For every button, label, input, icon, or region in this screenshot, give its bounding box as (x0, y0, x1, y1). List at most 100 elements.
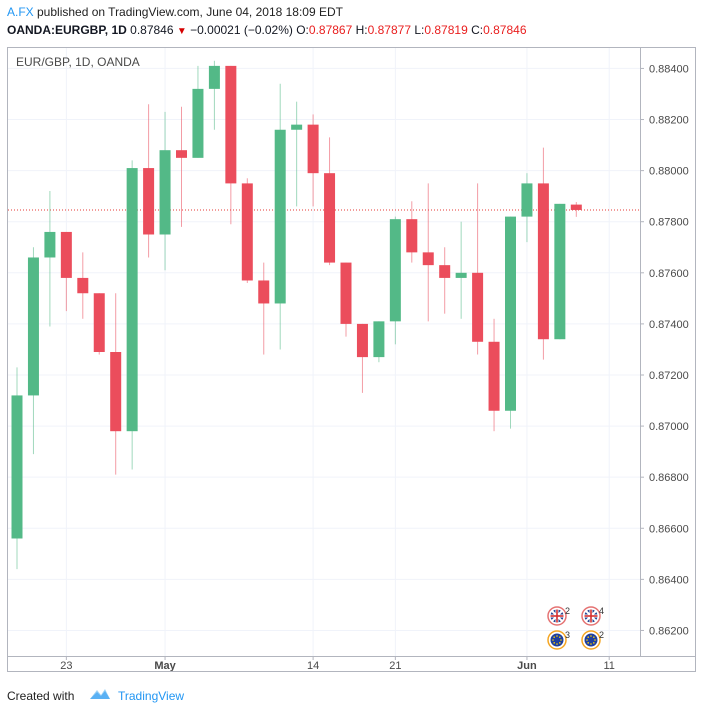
price-tick-label: 0.87600 (649, 268, 689, 280)
time-tick-label: 21 (389, 660, 401, 671)
down-arrow-icon: ▼ (176, 26, 187, 37)
candle-up (554, 203, 566, 340)
created-with-text: Created with (7, 689, 75, 703)
candle-body (439, 265, 451, 278)
candle-body (225, 65, 237, 184)
candles (11, 60, 582, 570)
author-link[interactable]: A.FX (7, 5, 34, 19)
price-tick-label: 0.88000 (649, 166, 689, 178)
candle-body (77, 277, 89, 294)
candle-down (258, 262, 270, 355)
candle-body (324, 173, 336, 263)
candle-body (110, 352, 122, 432)
event-count-label: 3 (565, 630, 570, 640)
close-label: C: (471, 23, 484, 37)
uk-flag-event-icon[interactable]: 4 (581, 606, 604, 626)
candle-down (439, 247, 451, 314)
published-text: published on TradingView.com, June 04, 2… (33, 5, 343, 19)
candle-down (472, 183, 484, 355)
price-tick-label: 0.87800 (649, 217, 689, 229)
candle-up (11, 367, 23, 570)
candle-up (274, 83, 286, 350)
event-badges[interactable]: 2 4 3 2 (547, 606, 604, 650)
candle-up (192, 65, 204, 158)
price-tick-label: 0.87200 (649, 370, 689, 382)
time-axis[interactable]: 23 May 14 21 Jun 11 (60, 656, 615, 671)
candle-body (60, 231, 72, 278)
price-axis[interactable]: 0.86200 0.86400 0.86600 0.86800 0.87000 0.872… (640, 63, 689, 637)
price-tick-label: 0.87400 (649, 319, 689, 331)
candle-body (422, 252, 434, 266)
candle-body (307, 124, 319, 174)
time-tick-label: May (154, 660, 176, 671)
event-count-label: 2 (565, 606, 570, 616)
candle-body (159, 150, 171, 235)
price-tick-label: 0.86200 (649, 625, 689, 637)
candle-body (389, 219, 401, 322)
candle-down (356, 323, 368, 393)
candle-up (455, 221, 467, 319)
candle-down (93, 293, 105, 355)
price-tick-label: 0.86800 (649, 472, 689, 484)
candle-down (143, 104, 155, 258)
ohlc-line: OANDA:EURGBP, 1D 0.87846 ▼ −0.00021 (−0.… (7, 23, 527, 37)
candle-body (356, 323, 368, 358)
tradingview-brand-link[interactable]: TradingView (118, 689, 185, 703)
chart-title: EUR/GBP, 1D, OANDA (16, 55, 140, 69)
candle-up (27, 247, 39, 455)
candle-down (340, 262, 352, 337)
time-tick-label: 23 (60, 660, 72, 671)
candle-body (208, 65, 220, 89)
price-tick-label: 0.88400 (649, 63, 689, 75)
time-axis-border (8, 656, 695, 657)
candle-down (570, 202, 582, 217)
candle-body (554, 203, 566, 340)
candle-down (225, 65, 237, 225)
price-change: −0.00021 (−0.02%) (190, 23, 293, 37)
candle-body (521, 183, 533, 217)
candle-up (505, 216, 516, 429)
candle-body (570, 204, 582, 210)
time-tick-label: 11 (603, 660, 614, 671)
eu-flag-event-icon[interactable]: 3 (547, 630, 570, 650)
time-tick-label: Jun (517, 660, 537, 671)
candle-body (291, 124, 303, 130)
price-tick-label: 0.86400 (649, 574, 689, 586)
tradingview-logo-icon[interactable] (88, 685, 112, 703)
candle-body (44, 231, 56, 258)
uk-flag-event-icon[interactable]: 2 (547, 606, 570, 626)
candle-up (291, 101, 303, 207)
high-value: 0.87877 (367, 23, 412, 37)
candle-body (505, 216, 516, 411)
close-value: 0.87846 (483, 23, 527, 37)
candle-down (307, 114, 319, 207)
candle-body (192, 88, 204, 158)
candle-body (455, 272, 467, 278)
price-tick-label: 0.87000 (649, 421, 689, 433)
candle-down (488, 318, 500, 432)
high-label: H: (355, 23, 368, 37)
footer: Created with TradingView (0, 680, 703, 713)
candle-body (258, 280, 270, 304)
candlestick-chart[interactable]: 0.86200 0.86400 0.86600 0.86800 0.87000 0.872… (8, 48, 695, 671)
candle-down (110, 293, 122, 475)
last-price: 0.87846 (130, 23, 174, 37)
eu-flag-event-icon[interactable]: 2 (581, 630, 604, 650)
candle-body (143, 168, 155, 235)
candle-down (60, 231, 72, 312)
candle-body (27, 257, 39, 396)
candle-down (176, 106, 187, 227)
chart-area[interactable]: 0.86200 0.86400 0.86600 0.86800 0.87000 0.872… (7, 47, 696, 672)
candle-up (126, 160, 138, 470)
publish-line: A.FX published on TradingView.com, June … (7, 5, 343, 19)
candle-up (389, 216, 401, 345)
event-count-label: 2 (599, 630, 604, 640)
candle-body (93, 293, 105, 352)
price-axis-border (640, 48, 641, 656)
candle-down (537, 147, 549, 360)
candle-up (521, 173, 533, 243)
candle-up (44, 191, 56, 327)
price-tick-label: 0.88200 (649, 115, 689, 127)
symbol-label: OANDA:EURGBP, 1D (7, 23, 127, 37)
candle-body (488, 341, 500, 411)
